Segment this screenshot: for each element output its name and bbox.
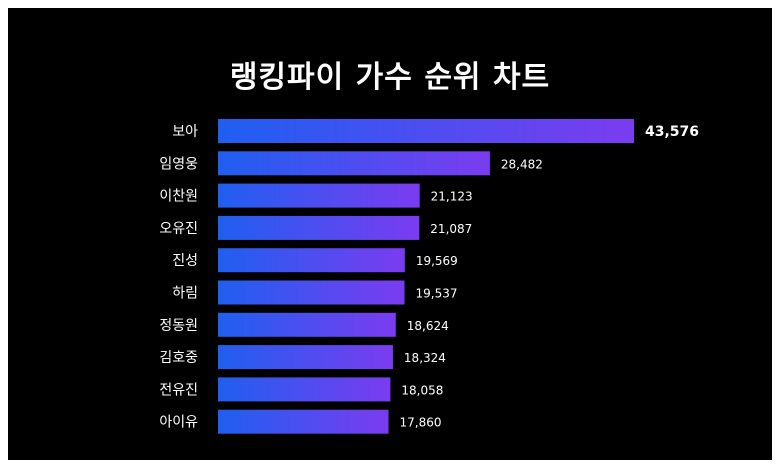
category-label: 정동원 <box>159 318 198 334</box>
category-label: 전유진 <box>159 382 198 398</box>
category-label: 오유진 <box>159 221 198 237</box>
value-label: 28,482 <box>501 157 543 171</box>
category-label: 아이유 <box>159 415 198 431</box>
value-label: 21,087 <box>430 222 472 236</box>
value-label: 21,123 <box>431 190 473 204</box>
chart-title: 랭킹파이 가수 순위 차트 <box>229 60 551 95</box>
value-label: 19,569 <box>416 254 458 268</box>
bar <box>218 119 634 143</box>
chart-frame: 랭킹파이 가수 순위 차트 보아 43,576 임영웅 28,482 이찬원 21,123… <box>8 8 772 460</box>
value-label: 43,576 <box>645 124 699 140</box>
value-label: 19,537 <box>416 287 458 301</box>
bar <box>218 312 396 337</box>
bar <box>218 151 490 176</box>
category-label: 김호중 <box>159 350 198 366</box>
category-label: 보아 <box>172 124 198 140</box>
bar <box>218 280 405 305</box>
value-label: 18,324 <box>404 351 446 365</box>
value-label: 18,058 <box>401 383 443 397</box>
value-label: 17,860 <box>400 416 442 430</box>
category-label: 임영웅 <box>159 156 198 172</box>
bar <box>218 248 405 273</box>
bar-chart: 보아 43,576 임영웅 28,482 이찬원 21,123 오유진 21,087 진성 19,… <box>159 119 699 434</box>
bar <box>218 377 391 402</box>
category-label: 하림 <box>172 286 198 302</box>
bar <box>218 409 389 434</box>
bar <box>218 345 393 370</box>
bar <box>218 215 420 240</box>
value-label: 18,624 <box>407 319 449 333</box>
category-label: 이찬원 <box>159 189 198 205</box>
bar <box>218 183 420 208</box>
category-label: 진성 <box>172 253 198 269</box>
